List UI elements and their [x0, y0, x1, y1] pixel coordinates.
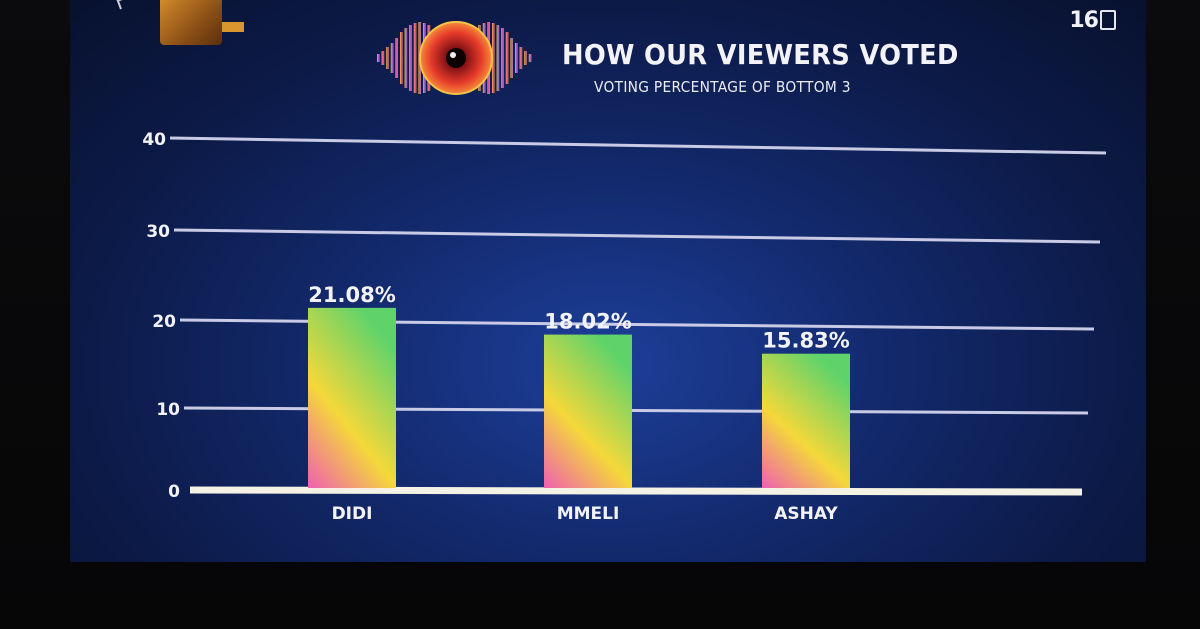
bar-chart: 0 10 20 30 40 21.08% DIDI 18.02% MMELI 15.83% ASHA… — [142, 130, 1107, 524]
y-tick-label: 40 — [142, 130, 166, 150]
y-tick-label: 30 — [146, 222, 170, 242]
tv-screen: 16 HOW OUR VIEWERS VOTED VOTING PERCENTA… — [70, 0, 1146, 562]
eq-bar-icon — [404, 28, 408, 88]
eq-bar-icon — [413, 23, 417, 93]
gridline-40 — [169, 136, 1107, 155]
channel-logo-icon — [160, 0, 244, 45]
eq-bar-icon — [510, 38, 513, 78]
eq-bar-icon — [386, 47, 389, 69]
y-tick-label: 10 — [156, 400, 180, 420]
eq-bar-icon — [524, 51, 527, 65]
data-label: 15.83% — [762, 329, 849, 353]
eq-bar-icon — [505, 32, 509, 84]
eq-bar-icon — [409, 25, 412, 91]
bar-didi — [308, 307, 396, 488]
y-tick-label: 20 — [152, 312, 176, 332]
data-label: 21.08% — [308, 283, 395, 307]
eq-bar-icon — [390, 43, 394, 73]
bar-mmeli — [544, 334, 632, 488]
eq-bar-icon — [501, 28, 504, 88]
eq-bar-icon — [519, 47, 523, 69]
eq-bar-icon — [496, 25, 500, 91]
live-tag-icon — [222, 22, 244, 32]
eq-bar-icon — [395, 38, 398, 78]
eq-bar-icon — [377, 54, 380, 62]
channel-number-logo: 16 — [1069, 7, 1116, 33]
y-tick-label: 0 — [168, 482, 180, 502]
eye-logo-icon — [377, 21, 532, 95]
x-category-label: DIDI — [332, 504, 373, 524]
x-category-label: ASHAY — [774, 504, 838, 524]
bar-ashay — [762, 353, 850, 488]
x-axis-baseline — [189, 486, 1083, 496]
eq-bar-icon — [492, 23, 495, 93]
chart-title: HOW OUR VIEWERS VOTED — [562, 38, 959, 71]
chart-subtitle: VOTING PERCENTAGE OF BOTTOM 3 — [594, 78, 851, 96]
eq-bar-icon — [515, 43, 518, 73]
data-label: 18.02% — [544, 310, 631, 334]
channel-badge-icon — [1100, 10, 1116, 30]
gridline-30 — [173, 228, 1101, 244]
eq-bar-icon — [528, 54, 532, 62]
channel-number: 16 — [1069, 7, 1099, 33]
eq-bar-icon — [381, 51, 385, 65]
x-category-label: MMELI — [557, 504, 620, 524]
eq-bar-icon — [400, 32, 403, 84]
